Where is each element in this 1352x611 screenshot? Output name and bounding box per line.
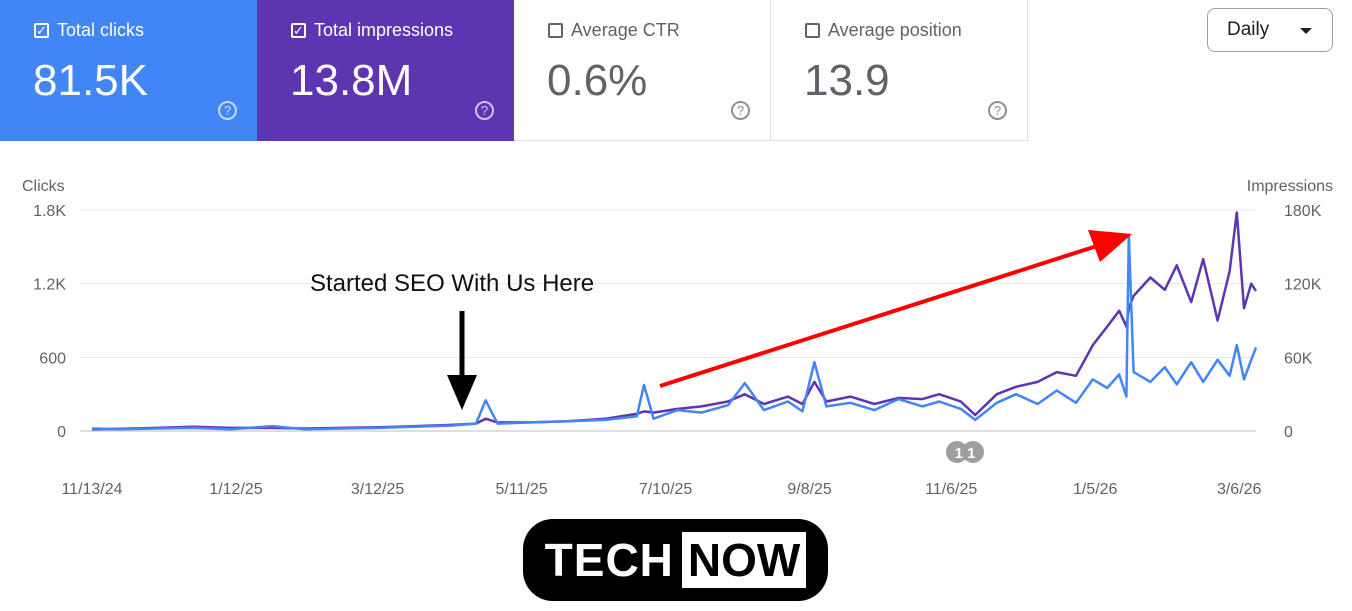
x-tick: 11/13/24 (61, 481, 122, 498)
period-value: Daily (1227, 19, 1270, 40)
checkbox-checked-icon[interactable]: ✓ (291, 23, 306, 38)
metric-label: ✓ Total clicks (34, 20, 144, 41)
metric-title: Total clicks (57, 20, 145, 40)
y-tick-left: 0 (57, 424, 66, 441)
metric-label: ✓ Total impressions (291, 20, 453, 41)
help-icon[interactable]: ? (988, 101, 1007, 120)
metric-card-average-ctr[interactable]: Average CTR 0.6% ? (514, 0, 771, 141)
x-tick: 5/11/25 (495, 481, 547, 498)
y-tick-right: 0 (1284, 424, 1293, 441)
metric-value: 0.6% (547, 56, 648, 105)
y-tick-right: 60K (1284, 350, 1313, 367)
metric-value: 81.5K (33, 56, 148, 105)
x-tick: 1/12/25 (209, 481, 262, 498)
metric-label: Average CTR (548, 20, 680, 41)
y-tick-left: 1.2K (33, 277, 66, 294)
checkbox-unchecked-icon[interactable] (548, 23, 563, 38)
y-tick-left: 1.8K (33, 203, 66, 220)
checkbox-unchecked-icon[interactable] (805, 23, 820, 38)
technow-logo: TECH NOW (523, 519, 828, 601)
logo-text-now: NOW (681, 532, 807, 588)
logo-text-tech: TECH (544, 534, 674, 586)
checkbox-checked-icon[interactable]: ✓ (34, 23, 49, 38)
metric-title: Average CTR (571, 20, 680, 40)
x-tick: 3/12/25 (351, 481, 404, 498)
red-arrow-icon (659, 230, 1132, 388)
x-tick: 3/6/26 (1217, 481, 1262, 498)
y-tick-left: 600 (39, 350, 66, 367)
metric-value: 13.8M (290, 56, 413, 105)
event-badge[interactable]: 1 1 (946, 441, 984, 463)
help-icon[interactable]: ? (731, 101, 750, 120)
y-axis-left-label: Clicks (22, 178, 65, 195)
event-badge-text: 1 1 (955, 445, 976, 462)
help-icon[interactable]: ? (218, 101, 237, 120)
x-tick: 9/8/25 (787, 481, 832, 498)
black-arrow-icon (447, 311, 477, 410)
metric-title: Average position (828, 20, 962, 40)
metric-card-total-impressions[interactable]: ✓ Total impressions 13.8M ? (257, 0, 514, 141)
dropdown-caret-icon (1300, 28, 1312, 34)
annotation-text: Started SEO With Us Here (310, 270, 594, 297)
metric-card-average-position[interactable]: Average position 13.9 ? (771, 0, 1028, 141)
help-icon[interactable]: ? (475, 101, 494, 120)
period-dropdown[interactable]: Daily (1207, 8, 1333, 52)
y-axis-right-label: Impressions (1247, 178, 1333, 195)
metric-title: Total impressions (314, 20, 454, 40)
metric-card-total-clicks[interactable]: ✓ Total clicks 81.5K ? (0, 0, 257, 141)
metric-value: 13.9 (804, 56, 890, 105)
x-tick: 11/6/25 (925, 481, 977, 498)
series-line-clicks (91, 233, 1258, 431)
y-tick-right: 180K (1284, 203, 1322, 220)
metric-label: Average position (805, 20, 962, 41)
y-tick-right: 120K (1284, 277, 1322, 294)
x-tick: 7/10/25 (639, 481, 692, 498)
x-tick: 1/5/26 (1073, 481, 1118, 498)
